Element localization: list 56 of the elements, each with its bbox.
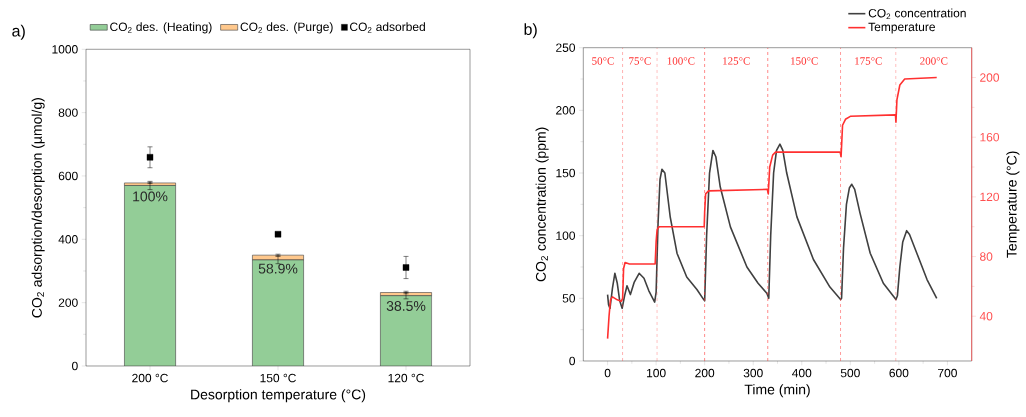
annotation: 58.9% — [258, 263, 298, 274]
x-axis-title: Time (min) — [744, 384, 810, 398]
legend-label: Temperature — [868, 22, 935, 34]
bar — [380, 295, 432, 366]
y-tick-label: 0 — [72, 361, 78, 371]
y2-tick-label: 120 — [980, 192, 1000, 202]
legend-label: CO$_{2}$ adsorbed — [350, 22, 425, 33]
x-tick-label: 300 — [743, 368, 763, 378]
y-axis-title: CO$_{2}$ adsorption/desorption (µmol/g) — [31, 98, 45, 318]
annotation: 100% — [133, 191, 168, 202]
point — [146, 154, 154, 161]
x-tick-label: 150 °C — [260, 373, 296, 383]
y2-tick-label: 80 — [980, 252, 993, 261]
annotation: 100°C — [667, 57, 695, 65]
y2-tick-label: 160 — [980, 132, 1000, 142]
y-axis-title: CO$_{2}$ concentration (ppm) — [535, 127, 549, 282]
chart-title: b) — [524, 23, 537, 39]
y-tick-label: 200 — [556, 106, 576, 115]
x-tick-label: 200 °C — [132, 373, 168, 383]
x-tick-label: 0 — [604, 368, 611, 378]
y2-tick-label: 40 — [979, 311, 993, 321]
legend-label: CO$_{2}$ concentration — [868, 8, 966, 20]
point — [402, 264, 410, 271]
y-tick-label: 250 — [556, 43, 576, 52]
x-tick-label: 100 — [647, 368, 666, 378]
line-series — [606, 143, 938, 310]
x-tick-label: 200 — [695, 368, 715, 378]
y2-tick-label: 200 — [980, 73, 1000, 82]
annotation: 125°C — [723, 57, 750, 65]
annotation: 38.5% — [386, 301, 426, 311]
y-tick-label: 150 — [556, 168, 576, 178]
x-tick-label: 700 — [938, 368, 957, 378]
y-tick-label: 50 — [562, 294, 576, 303]
y-tick-label: 400 — [58, 235, 78, 244]
chart-title: a) — [12, 24, 25, 40]
y-tick-label: 800 — [58, 108, 78, 117]
y-tick-label: 200 — [58, 298, 78, 307]
bar — [252, 259, 304, 366]
annotation: 75°C — [629, 57, 651, 65]
x-tick-label: 120 °C — [388, 373, 424, 383]
annotation: 150°C — [791, 57, 818, 65]
legend-label: CO$_{2}$ des. (Heating) — [110, 22, 212, 34]
bar — [124, 185, 176, 366]
y-tick-label: 100 — [556, 231, 576, 240]
annotation: 50°C — [592, 57, 614, 65]
y-tick-label: 0 — [569, 356, 576, 366]
x-tick-label: 500 — [840, 368, 860, 378]
x-tick-label: 400 — [792, 368, 812, 378]
annotation: 200°C — [920, 57, 948, 65]
legend-label: CO$_{2}$ des. (Purge) — [240, 22, 333, 34]
annotation: 175°C — [855, 57, 882, 65]
x-tick-label: 600 — [889, 368, 909, 378]
y2-axis-title: Temperature (°C) — [1006, 151, 1020, 258]
y-tick-label: 1000 — [52, 45, 78, 54]
x-axis-title: Desorption temperature (°C) — [191, 389, 366, 403]
y-tick-label: 600 — [58, 171, 78, 181]
